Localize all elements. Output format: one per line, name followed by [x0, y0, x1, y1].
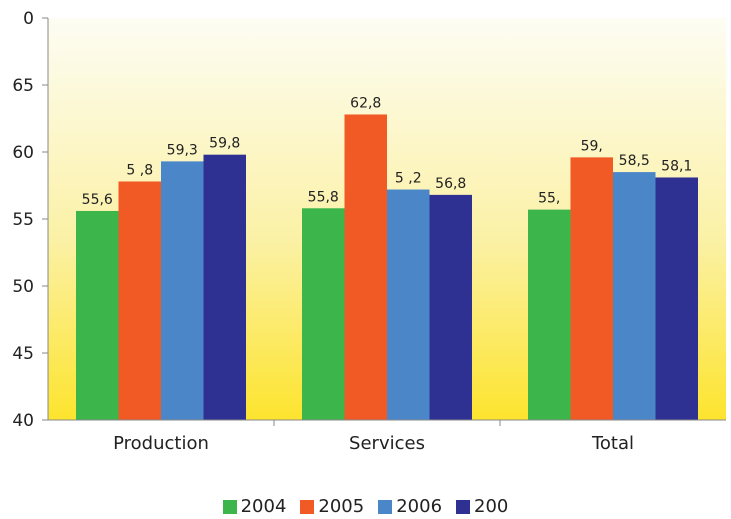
legend-label: 200	[474, 496, 509, 517]
legend-item: 2004	[222, 496, 287, 517]
legend-label: 2006	[396, 496, 443, 517]
legend-item: 2005	[300, 496, 364, 517]
data-label: 55,6	[82, 192, 113, 208]
bar-2006	[161, 161, 204, 420]
category-label: Total	[591, 433, 634, 454]
y-tick-label: 0	[23, 9, 34, 29]
legend-swatch	[378, 499, 393, 514]
data-label: 59,8	[209, 136, 240, 152]
category-label: Production	[113, 433, 209, 454]
bar-200	[429, 194, 472, 420]
bar-2004	[528, 209, 571, 420]
bar-2004	[302, 208, 345, 420]
bar-2006	[387, 189, 430, 420]
category-label: Services	[349, 433, 425, 454]
data-label: 55,	[538, 191, 560, 207]
legend-item: 200	[456, 496, 508, 517]
data-label: 58,5	[619, 153, 650, 169]
bar-2006	[613, 172, 656, 420]
y-tick-label: 65	[12, 76, 34, 96]
legend: 2004 2005 2006 200	[0, 496, 731, 517]
data-label: 5 ,8	[126, 162, 153, 178]
legend-swatch	[456, 499, 471, 514]
bar-2005	[118, 181, 161, 420]
data-label: 55,8	[308, 189, 339, 205]
y-tick-label: 60	[12, 143, 34, 163]
legend-swatch	[300, 499, 315, 514]
y-tick-label: 40	[12, 411, 34, 431]
y-tick-label: 50	[12, 277, 34, 297]
data-label: 62,8	[350, 95, 381, 111]
legend-swatch	[222, 499, 237, 514]
data-label: 58,1	[661, 158, 692, 174]
bar-200	[655, 177, 698, 420]
legend-label: 2005	[318, 496, 365, 517]
data-label: 59,	[581, 138, 603, 154]
bar-2005	[344, 114, 387, 420]
legend-item: 2006	[378, 496, 442, 517]
y-tick-label: 55	[12, 210, 34, 230]
bar-2004	[76, 210, 119, 420]
data-label: 59,3	[167, 142, 198, 158]
data-label: 56,8	[435, 176, 466, 192]
y-tick-label: 45	[12, 344, 34, 364]
legend-label: 2004	[240, 496, 287, 517]
data-label: 5 ,2	[395, 171, 422, 187]
bar-200	[203, 154, 246, 420]
bar-2005	[570, 157, 613, 421]
